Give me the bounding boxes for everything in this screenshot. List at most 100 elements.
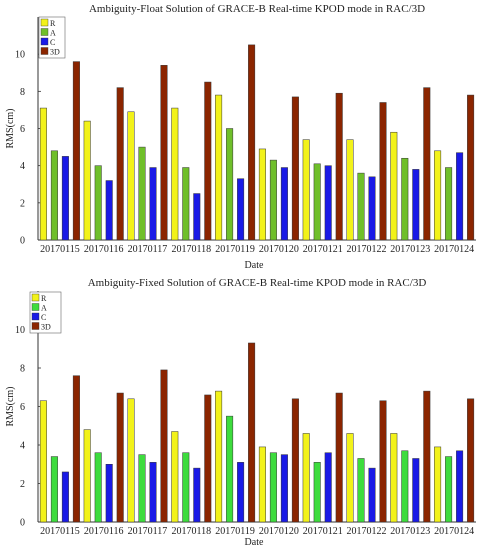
bar-a-20170115 [50, 456, 58, 523]
bar-c-20170119 [237, 178, 245, 241]
y-tick-label: 0 [20, 518, 25, 529]
bar-c-20170116 [105, 180, 113, 241]
x-tick-label: 20170124 [434, 526, 474, 537]
bar-a-20170116 [94, 165, 102, 241]
x-tick-label: 20170122 [347, 244, 387, 255]
bar-3d-20170120 [291, 96, 299, 241]
bar-3d-20170115 [72, 375, 80, 523]
bar-a-20170118 [182, 167, 190, 241]
bar-r-20170120 [258, 148, 266, 241]
x-tick-label: 20170121 [303, 244, 343, 255]
x-tick-label: 20170120 [259, 244, 299, 255]
y-tick-label: 6 [20, 124, 25, 135]
bar-3d-20170116 [116, 87, 124, 241]
bar-r-20170119 [215, 94, 223, 241]
bar-a-20170120 [269, 452, 277, 523]
bar-c-20170119 [237, 462, 245, 523]
bar-a-20170122 [357, 172, 365, 241]
bar-c-20170123 [412, 458, 420, 523]
bar-r-20170120 [258, 446, 266, 523]
x-tick-label: 20170117 [128, 526, 168, 537]
bar-c-20170122 [368, 176, 376, 241]
bar-c-20170122 [368, 467, 376, 523]
bar-3d-20170122 [379, 400, 387, 523]
chart-title: Ambiguity-Float Solution of GRACE-B Real… [89, 3, 425, 15]
y-tick-label: 8 [20, 87, 25, 98]
bar-a-20170118 [182, 452, 190, 523]
legend-swatch-r [31, 293, 40, 302]
legend-label: C [41, 313, 46, 322]
bar-r-20170119 [215, 390, 223, 523]
bar-c-20170115 [61, 156, 69, 241]
bar-c-20170117 [149, 167, 157, 241]
bar-a-20170120 [269, 159, 277, 241]
bar-a-20170115 [50, 150, 58, 241]
bar-c-20170121 [324, 165, 332, 241]
y-axis-label: RMS(cm) [5, 109, 16, 149]
bar-r-20170121 [302, 139, 310, 241]
legend-swatch-r [40, 18, 49, 27]
bar-3d-20170118 [204, 394, 212, 523]
bar-a-20170123 [401, 157, 409, 241]
x-tick-label: 20170124 [434, 244, 474, 255]
y-tick-label: 4 [20, 441, 25, 452]
bar-r-20170124 [434, 150, 442, 241]
x-tick-label: 20170119 [215, 526, 255, 537]
bar-c-20170121 [324, 452, 332, 523]
bar-3d-20170122 [379, 102, 387, 241]
bar-r-20170123 [390, 131, 398, 241]
bar-c-20170124 [456, 450, 464, 523]
bar-3d-20170118 [204, 81, 212, 241]
bar-3d-20170119 [248, 342, 256, 523]
bar-c-20170120 [280, 167, 288, 241]
x-tick-label: 20170123 [390, 526, 430, 537]
bar-r-20170117 [127, 111, 135, 241]
bar-a-20170124 [445, 456, 453, 523]
bar-3d-20170123 [423, 390, 431, 523]
legend-swatch-3d [31, 322, 40, 330]
bar-r-20170116 [83, 120, 91, 241]
y-axis-label: RMS(cm) [5, 387, 16, 427]
bar-r-20170115 [39, 400, 47, 523]
float-solution-chart: Ambiguity-Float Solution of GRACE-B Real… [5, 3, 476, 271]
x-tick-label: 20170116 [84, 526, 124, 537]
bar-c-20170115 [61, 471, 69, 523]
bar-3d-20170117 [160, 369, 168, 523]
bar-r-20170117 [127, 398, 135, 523]
bar-r-20170123 [390, 433, 398, 523]
bar-a-20170117 [138, 146, 146, 241]
bar-r-20170118 [171, 431, 179, 523]
bar-r-20170121 [302, 433, 310, 523]
bar-3d-20170121 [335, 392, 343, 523]
legend-label: A [50, 29, 56, 38]
bar-3d-20170115 [72, 61, 80, 241]
x-tick-label: 20170116 [84, 244, 124, 255]
bar-3d-20170124 [467, 398, 475, 523]
legend-label: C [50, 38, 55, 47]
bar-r-20170118 [171, 107, 179, 241]
y-tick-label: 6 [20, 402, 25, 413]
bar-a-20170121 [313, 462, 321, 523]
x-tick-label: 20170121 [303, 526, 343, 537]
x-axis-label: Date [245, 260, 264, 271]
bar-c-20170120 [280, 454, 288, 523]
y-tick-label: 8 [20, 364, 25, 375]
legend-label: 3D [41, 323, 51, 332]
y-tick-label: 0 [20, 236, 25, 247]
bar-3d-20170119 [248, 44, 256, 241]
bar-a-20170122 [357, 458, 365, 523]
bar-a-20170119 [226, 415, 234, 523]
legend-swatch-a [31, 303, 40, 311]
x-tick-label: 20170118 [171, 526, 211, 537]
x-tick-label: 20170120 [259, 526, 299, 537]
bar-3d-20170123 [423, 87, 431, 241]
x-axis-label: Date [245, 537, 264, 548]
bar-r-20170122 [346, 433, 354, 523]
legend-swatch-c [40, 37, 49, 46]
bar-a-20170124 [445, 167, 453, 241]
x-tick-label: 20170115 [40, 526, 80, 537]
bar-r-20170116 [83, 429, 91, 523]
bar-c-20170123 [412, 169, 420, 241]
bar-3d-20170116 [116, 392, 124, 523]
